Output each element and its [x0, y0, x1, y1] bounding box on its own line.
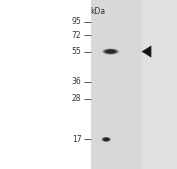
- Ellipse shape: [103, 49, 119, 54]
- Ellipse shape: [103, 138, 110, 141]
- Ellipse shape: [107, 50, 115, 53]
- Text: 17: 17: [72, 135, 81, 144]
- Ellipse shape: [103, 138, 109, 141]
- Text: 28: 28: [72, 94, 81, 103]
- Ellipse shape: [102, 137, 110, 141]
- Text: 55: 55: [72, 47, 81, 56]
- Ellipse shape: [103, 49, 118, 54]
- Ellipse shape: [105, 139, 108, 140]
- Text: 36: 36: [72, 77, 81, 87]
- Ellipse shape: [105, 50, 116, 54]
- Text: 72: 72: [72, 31, 81, 40]
- Ellipse shape: [105, 139, 107, 140]
- Bar: [91, 0, 142, 169]
- Ellipse shape: [104, 138, 108, 140]
- Ellipse shape: [106, 50, 116, 53]
- Polygon shape: [142, 45, 151, 58]
- Ellipse shape: [101, 137, 111, 142]
- Ellipse shape: [104, 138, 109, 141]
- Ellipse shape: [102, 48, 119, 55]
- Ellipse shape: [107, 50, 114, 53]
- Ellipse shape: [104, 49, 117, 54]
- Bar: [91, 0, 177, 169]
- Text: kDa: kDa: [90, 7, 105, 16]
- Ellipse shape: [104, 138, 109, 141]
- Ellipse shape: [102, 137, 111, 142]
- Text: 95: 95: [72, 17, 81, 27]
- Ellipse shape: [109, 51, 112, 52]
- Ellipse shape: [108, 51, 113, 52]
